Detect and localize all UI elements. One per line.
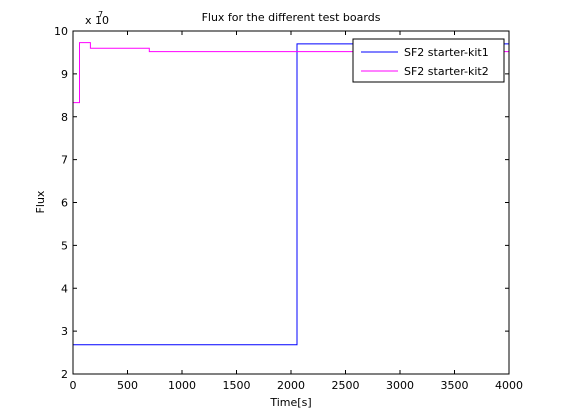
y-tick-label: 6 bbox=[61, 197, 68, 210]
y-exponent-power: 7 bbox=[98, 10, 103, 19]
legend-label-kit1: SF2 starter-kit1 bbox=[404, 46, 489, 59]
x-tick-label: 1500 bbox=[223, 379, 251, 392]
x-axis-label: Time[s] bbox=[269, 396, 311, 409]
x-tick-label: 1000 bbox=[168, 379, 196, 392]
chart-title: Flux for the different test boards bbox=[202, 11, 381, 24]
y-tick-label: 8 bbox=[61, 111, 68, 124]
x-tick-label: 2500 bbox=[332, 379, 360, 392]
y-tick-label: 3 bbox=[61, 325, 68, 338]
y-axis-label: Flux bbox=[34, 190, 47, 213]
y-tick-label: 10 bbox=[54, 25, 68, 38]
x-tick-label: 0 bbox=[70, 379, 77, 392]
y-tick-label: 5 bbox=[61, 239, 68, 252]
y-exponent-base: x 10 bbox=[85, 14, 109, 27]
x-tick-label: 3500 bbox=[441, 379, 469, 392]
x-tick-label: 4000 bbox=[495, 379, 523, 392]
x-tick-label: 500 bbox=[117, 379, 138, 392]
legend: SF2 starter-kit1 SF2 starter-kit2 bbox=[353, 39, 504, 82]
y-tick-label: 7 bbox=[61, 154, 68, 167]
x-tick-label: 2000 bbox=[277, 379, 305, 392]
y-tick-label: 4 bbox=[61, 282, 68, 295]
x-tick-label: 3000 bbox=[386, 379, 414, 392]
y-tick-label: 2 bbox=[61, 368, 68, 381]
y-tick-label: 9 bbox=[61, 68, 68, 81]
legend-label-kit2: SF2 starter-kit2 bbox=[404, 65, 489, 78]
